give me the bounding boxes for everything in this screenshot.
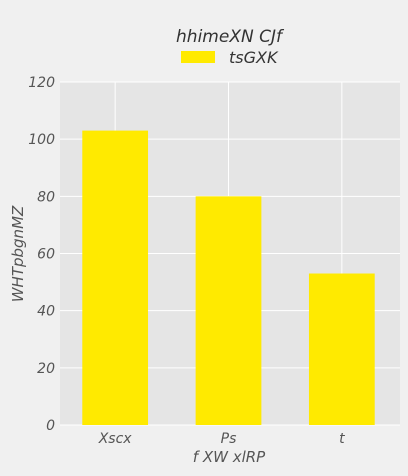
bar-Xscx xyxy=(82,130,149,425)
legend-swatch xyxy=(181,51,215,63)
y-tick-label: 20 xyxy=(37,361,55,377)
y-axis-ticks: 0 20 40 60 80 100 120 xyxy=(28,75,55,434)
y-axis-label: WHTpbgnMZ xyxy=(9,205,27,302)
x-tick-label: Xscx xyxy=(98,431,133,447)
y-tick-label: 0 xyxy=(46,418,55,434)
y-tick-label: 40 xyxy=(37,304,55,320)
legend-label: tsGXK xyxy=(229,48,279,67)
chart-title: hhimeXN CJf xyxy=(176,27,285,47)
x-tick-label: t xyxy=(339,431,345,447)
bar-t xyxy=(308,273,375,425)
legend: tsGXK xyxy=(181,48,279,67)
y-tick-label: 100 xyxy=(28,132,55,148)
x-axis-ticks: Xscx Ps t xyxy=(98,431,345,447)
bar-Ps xyxy=(195,196,262,425)
y-tick-label: 120 xyxy=(28,75,55,91)
y-tick-label: 60 xyxy=(37,247,55,263)
bars xyxy=(82,130,375,425)
x-tick-label: Ps xyxy=(221,431,237,447)
x-axis-label: f XW xlRP xyxy=(193,448,266,466)
y-tick-label: 80 xyxy=(37,189,55,205)
